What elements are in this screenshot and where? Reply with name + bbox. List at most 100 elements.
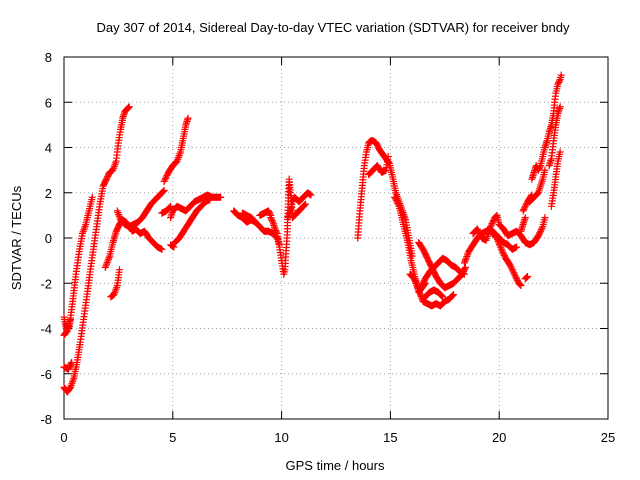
- data-point: [513, 275, 521, 283]
- data-point: [496, 240, 504, 248]
- data-point: [266, 210, 274, 218]
- data-point: [273, 228, 281, 236]
- data-point: [160, 186, 168, 194]
- data-point: [392, 196, 400, 204]
- x-tick-label: 5: [169, 430, 176, 445]
- data-point: [420, 278, 428, 286]
- data-point: [486, 223, 494, 231]
- data-point: [521, 202, 529, 210]
- data-point: [105, 254, 113, 262]
- data-point: [419, 279, 427, 287]
- data-point: [487, 221, 495, 229]
- data-point: [394, 201, 402, 209]
- data-point: [461, 263, 469, 271]
- data-point: [268, 217, 276, 225]
- data-point: [513, 276, 521, 284]
- data-point: [509, 267, 517, 275]
- data-point: [554, 80, 562, 88]
- data-point: [410, 275, 418, 283]
- data-point: [167, 202, 175, 210]
- y-tick-label: 6: [45, 95, 52, 110]
- data-point: [488, 220, 496, 228]
- data-point: [520, 205, 528, 213]
- y-tick-label: -6: [40, 367, 52, 382]
- data-point: [102, 262, 110, 270]
- data-point: [162, 174, 170, 182]
- data-point: [535, 165, 543, 173]
- data-point: [555, 77, 563, 85]
- data-point: [416, 289, 424, 297]
- data-point: [439, 293, 447, 301]
- data-point: [159, 188, 167, 196]
- data-point: [272, 226, 280, 234]
- data-point: [251, 218, 259, 226]
- data-point: [162, 173, 170, 181]
- data-point: [500, 251, 508, 259]
- data-point: [523, 273, 531, 281]
- data-point: [506, 261, 514, 269]
- data-point: [527, 192, 535, 200]
- data-point: [115, 266, 123, 274]
- data-point: [537, 227, 545, 235]
- data-point: [541, 214, 549, 222]
- data-point: [494, 236, 502, 244]
- data-point: [516, 281, 524, 289]
- data-point: [538, 224, 546, 232]
- data-point: [513, 243, 521, 251]
- data-point: [267, 214, 275, 222]
- x-tick-label: 25: [601, 430, 615, 445]
- x-tick-label: 0: [60, 430, 67, 445]
- data-point: [522, 274, 530, 282]
- data-point: [300, 202, 308, 210]
- data-point: [556, 103, 564, 111]
- data-point: [394, 199, 402, 207]
- data-point: [536, 229, 544, 237]
- data-point: [418, 294, 426, 302]
- data-point: [271, 225, 279, 233]
- data-point: [537, 226, 545, 234]
- data-point: [473, 225, 481, 233]
- data-point: [556, 148, 564, 156]
- data-point: [497, 244, 505, 252]
- data-point: [288, 198, 296, 206]
- data-point: [437, 291, 445, 299]
- data-point: [496, 242, 504, 250]
- y-tick-label: -8: [40, 412, 52, 427]
- data-point: [158, 245, 166, 253]
- data-point: [449, 291, 457, 299]
- data-point: [510, 269, 518, 277]
- data-point: [307, 191, 315, 199]
- data-point: [206, 196, 214, 204]
- data-point: [499, 248, 507, 256]
- data-point: [463, 252, 471, 260]
- data-point: [67, 315, 75, 323]
- data-point: [521, 214, 529, 222]
- data-point: [528, 191, 536, 199]
- data-points: [60, 71, 565, 396]
- data-point: [475, 228, 483, 236]
- data-point: [536, 163, 544, 171]
- data-point: [418, 281, 426, 289]
- data-point: [217, 193, 225, 201]
- data-point: [165, 204, 173, 212]
- x-tick-label: 10: [274, 430, 288, 445]
- data-point: [391, 195, 399, 203]
- data-point: [516, 280, 524, 288]
- data-point: [521, 204, 529, 212]
- data-point: [495, 239, 503, 247]
- x-tick-label: 20: [492, 430, 506, 445]
- data-point: [508, 264, 516, 272]
- y-tick-label: 2: [45, 186, 52, 201]
- data-point: [461, 257, 469, 265]
- data-point: [417, 284, 425, 292]
- data-point: [474, 226, 482, 234]
- data-point: [125, 103, 133, 111]
- data-point: [523, 272, 531, 280]
- axis-tick-labels: 0 5 10 15 20 25 -8 -6 -4 -2 0 2 4 6 8: [40, 50, 615, 445]
- data-point: [500, 250, 508, 258]
- data-point: [498, 247, 506, 255]
- data-point: [412, 280, 420, 288]
- data-point: [460, 270, 468, 278]
- data-point: [412, 278, 420, 286]
